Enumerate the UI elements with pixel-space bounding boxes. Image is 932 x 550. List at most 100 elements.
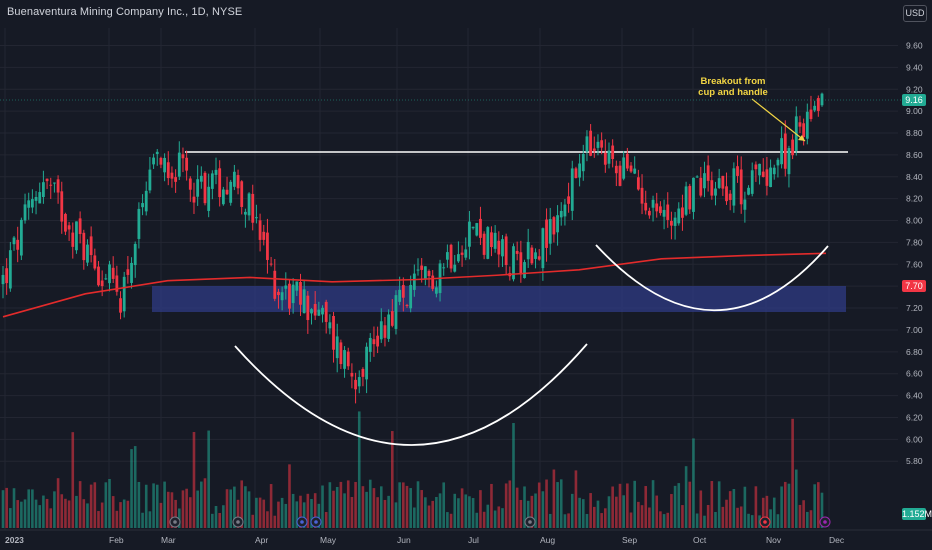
y-tick-label: 9.00 (906, 106, 923, 116)
candle-body (519, 252, 523, 275)
volume-bar (49, 508, 53, 528)
candle-body (783, 133, 787, 169)
volume-bar (750, 515, 754, 528)
candle-body (603, 152, 607, 165)
volume-bar (350, 497, 354, 528)
candle-body (262, 231, 266, 240)
candle-body (416, 269, 420, 271)
candle-body (559, 210, 563, 218)
volume-bar (482, 511, 486, 528)
candle-body (706, 165, 710, 181)
volume-bar (343, 493, 346, 528)
candle-body (192, 196, 196, 203)
volume-bar (479, 490, 482, 528)
volume-bar (163, 481, 166, 528)
candle-body (302, 289, 306, 314)
candle-body (776, 159, 780, 166)
candle-body (258, 220, 262, 240)
candle-body (86, 244, 89, 263)
volume-bar (530, 495, 534, 528)
candle-body (423, 266, 427, 279)
volume-bar (670, 494, 673, 528)
volume-bar (365, 491, 368, 528)
volume-bar (394, 502, 398, 528)
candle-body (552, 217, 556, 235)
volume-bar (622, 495, 625, 528)
candle-body (802, 123, 806, 138)
candle-body (277, 291, 280, 296)
volume-bar (523, 486, 526, 528)
candle-body (376, 335, 380, 347)
candle-body (148, 169, 152, 191)
y-tick-label: 9.60 (906, 41, 923, 51)
volume-bar (192, 432, 196, 528)
volume-bar (578, 497, 581, 528)
volume-bar (196, 490, 199, 528)
volume-bar (155, 484, 159, 528)
candle-body (229, 181, 233, 203)
volume-bar (166, 491, 170, 528)
candle-body (115, 275, 119, 292)
candle-body (119, 298, 122, 313)
volume-bar (438, 493, 442, 528)
candle-body (232, 171, 236, 187)
volume-bar (284, 503, 288, 528)
candle-body (493, 232, 497, 249)
currency-button[interactable]: USD (903, 5, 927, 22)
candle-body (71, 232, 75, 247)
volume-bar (288, 464, 291, 528)
volume-bar (339, 481, 343, 528)
volume-bar (82, 499, 86, 528)
volume-bar (574, 470, 578, 528)
candle-body (104, 278, 108, 280)
volume-bar (368, 479, 372, 528)
volume-bar (346, 480, 350, 528)
volume-bar (464, 494, 468, 528)
volume-bar (534, 493, 537, 528)
volume-bar (559, 479, 563, 528)
volume-bar (56, 478, 60, 528)
volume-bar (321, 485, 324, 528)
candle-body (405, 304, 409, 306)
candle-body (420, 265, 424, 270)
volume-bar (592, 506, 596, 528)
candle-body (398, 289, 402, 302)
volume-bar (398, 482, 401, 528)
volume-bar (567, 513, 570, 528)
volume-bar (787, 483, 791, 528)
y-tick-label: 6.20 (906, 412, 923, 422)
candle-body (670, 220, 673, 226)
event-marker (310, 516, 322, 528)
candle-body (100, 280, 104, 287)
volume-bar (387, 495, 390, 528)
candle-body (38, 192, 42, 204)
candle-body (677, 208, 681, 224)
candle-body (692, 177, 695, 212)
candle-body (394, 295, 398, 329)
volume-bar (244, 486, 247, 528)
candle-body (111, 267, 115, 279)
candle-body (585, 136, 589, 152)
candle-body (196, 179, 200, 197)
candle-body (515, 250, 519, 254)
volume-bar (776, 514, 780, 528)
y-tick-label: 9.40 (906, 62, 923, 72)
candle-body (317, 309, 321, 316)
candle-body (310, 309, 313, 314)
candle-body (372, 339, 376, 345)
volume-bar (615, 496, 618, 528)
moving-average-line (2, 252, 827, 318)
volume-bar (747, 513, 750, 528)
volume-bar (222, 505, 225, 528)
y-tick-label: 8.40 (906, 172, 923, 182)
candle-body (633, 168, 637, 174)
annotation-line-2: cup and handle (698, 87, 768, 98)
candle-body (662, 209, 666, 217)
y-tick-label: 5.80 (906, 456, 923, 466)
x-tick-label: Feb (109, 535, 124, 545)
volume-bar (666, 512, 670, 528)
candle-body (721, 175, 725, 189)
candle-body (589, 130, 593, 156)
volume-bar (662, 514, 666, 528)
